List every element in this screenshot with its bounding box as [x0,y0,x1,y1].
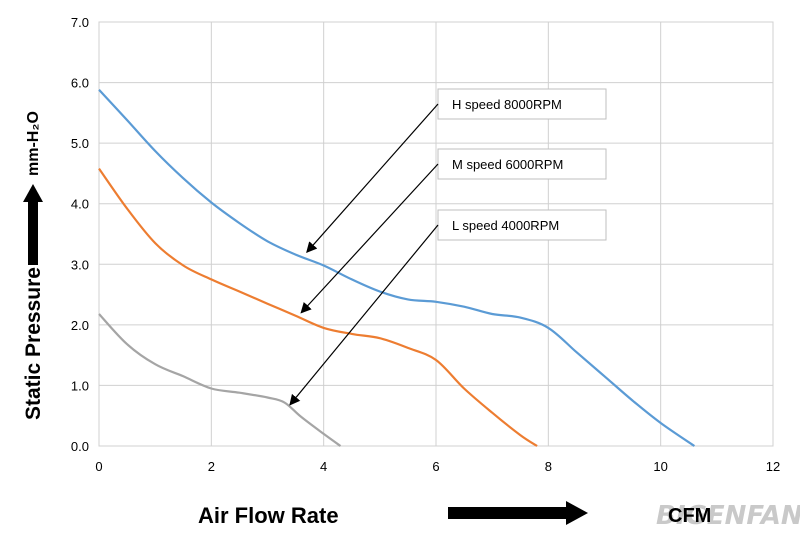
series-line [98,313,342,447]
x-axis-arrow-head [566,501,588,525]
y-tick-label: 4.0 [71,197,89,212]
x-tick-labels: 0 2 4 6 8 10 12 [95,459,780,474]
x-axis-unit: CFM [668,505,711,527]
y-axis-label: Static Pressure [22,267,45,420]
y-tick-label: 5.0 [71,136,89,151]
callout-arrow [289,224,439,406]
x-axis-label: Air Flow Rate [198,503,339,528]
x-tick-label: 12 [766,459,780,474]
callout-label: L speed 4000RPM [452,218,559,233]
x-tick-label: 4 [320,459,327,474]
x-axis-arrow-shaft [448,507,568,519]
y-tick-label: 7.0 [71,15,89,30]
x-tick-label: 2 [208,459,215,474]
y-tick-label: 0.0 [71,439,89,454]
y-tick-label: 1.0 [71,378,89,393]
y-tick-label: 3.0 [71,257,89,272]
y-tick-label: 6.0 [71,76,89,91]
y-tick-label: 2.0 [71,318,89,333]
callout-box [437,209,607,241]
grid [98,21,774,447]
series-lines [98,89,696,447]
callouts: H speed 8000RPM M speed 6000RPM L speed 40… [289,88,607,406]
callout-arrow [300,163,439,314]
y-axis-arrow-head [23,184,43,202]
callout-box [437,88,607,120]
callout-label: H speed 8000RPM [452,97,562,112]
y-axis-unit: mm-H₂O [25,111,42,176]
callout-box [437,148,607,180]
y-axis-arrow-shaft [28,202,38,265]
callout-label: M speed 6000RPM [452,157,563,172]
series-line [98,167,538,447]
callout-arrow [306,103,439,253]
x-tick-label: 6 [432,459,439,474]
x-tick-label: 10 [653,459,667,474]
x-tick-label: 0 [95,459,102,474]
y-axis-title: Static Pressure mm-H₂O [22,111,45,420]
x-tick-label: 8 [545,459,552,474]
y-tick-labels: 0.0 1.0 2.0 3.0 4.0 5.0 6.0 7.0 [71,15,89,454]
watermark-logo: BIGENFAN [656,501,800,531]
series-line [98,89,696,447]
